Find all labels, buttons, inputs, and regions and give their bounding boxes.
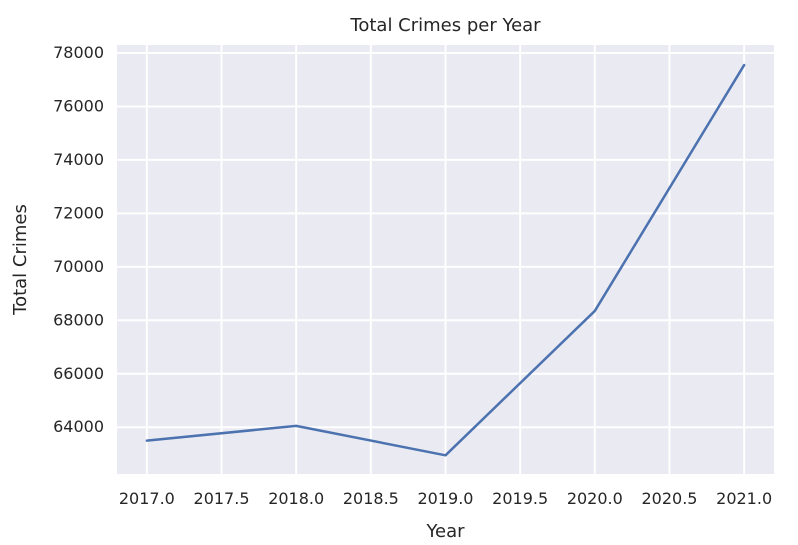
y-tick-label: 74000 bbox=[53, 150, 104, 169]
x-tick-label: 2020.5 bbox=[641, 489, 697, 508]
grid-lines bbox=[117, 45, 774, 474]
x-tick-label: 2017.5 bbox=[194, 489, 250, 508]
x-axis-ticks: 2017.0 2017.5 2018.0 2018.5 2019.0 2019.5 2020… bbox=[119, 489, 772, 508]
x-tick-label: 2019.5 bbox=[492, 489, 548, 508]
y-axis-ticks: 64000 66000 68000 70000 72000 74000 76000 78000 bbox=[53, 43, 104, 436]
x-tick-label: 2020.0 bbox=[567, 489, 623, 508]
x-tick-label: 2017.0 bbox=[119, 489, 175, 508]
chart-title: Total Crimes per Year bbox=[349, 15, 541, 36]
series-layer bbox=[145, 63, 746, 457]
y-tick-label: 78000 bbox=[53, 43, 104, 62]
y-tick-label: 66000 bbox=[53, 364, 104, 383]
x-tick-label: 2021.0 bbox=[716, 489, 772, 508]
x-tick-label: 2019.0 bbox=[418, 489, 474, 508]
y-tick-label: 72000 bbox=[53, 203, 104, 222]
x-tick-label: 2018.5 bbox=[343, 489, 399, 508]
x-tick-label: 2018.0 bbox=[268, 489, 324, 508]
y-tick-label: 76000 bbox=[53, 96, 104, 115]
y-tick-label: 70000 bbox=[53, 257, 104, 276]
y-tick-label: 68000 bbox=[53, 310, 104, 329]
y-tick-label: 64000 bbox=[53, 417, 104, 436]
x-axis-label: Year bbox=[425, 521, 465, 542]
series-line bbox=[145, 63, 746, 457]
y-axis-label: Total Crimes bbox=[10, 204, 31, 316]
